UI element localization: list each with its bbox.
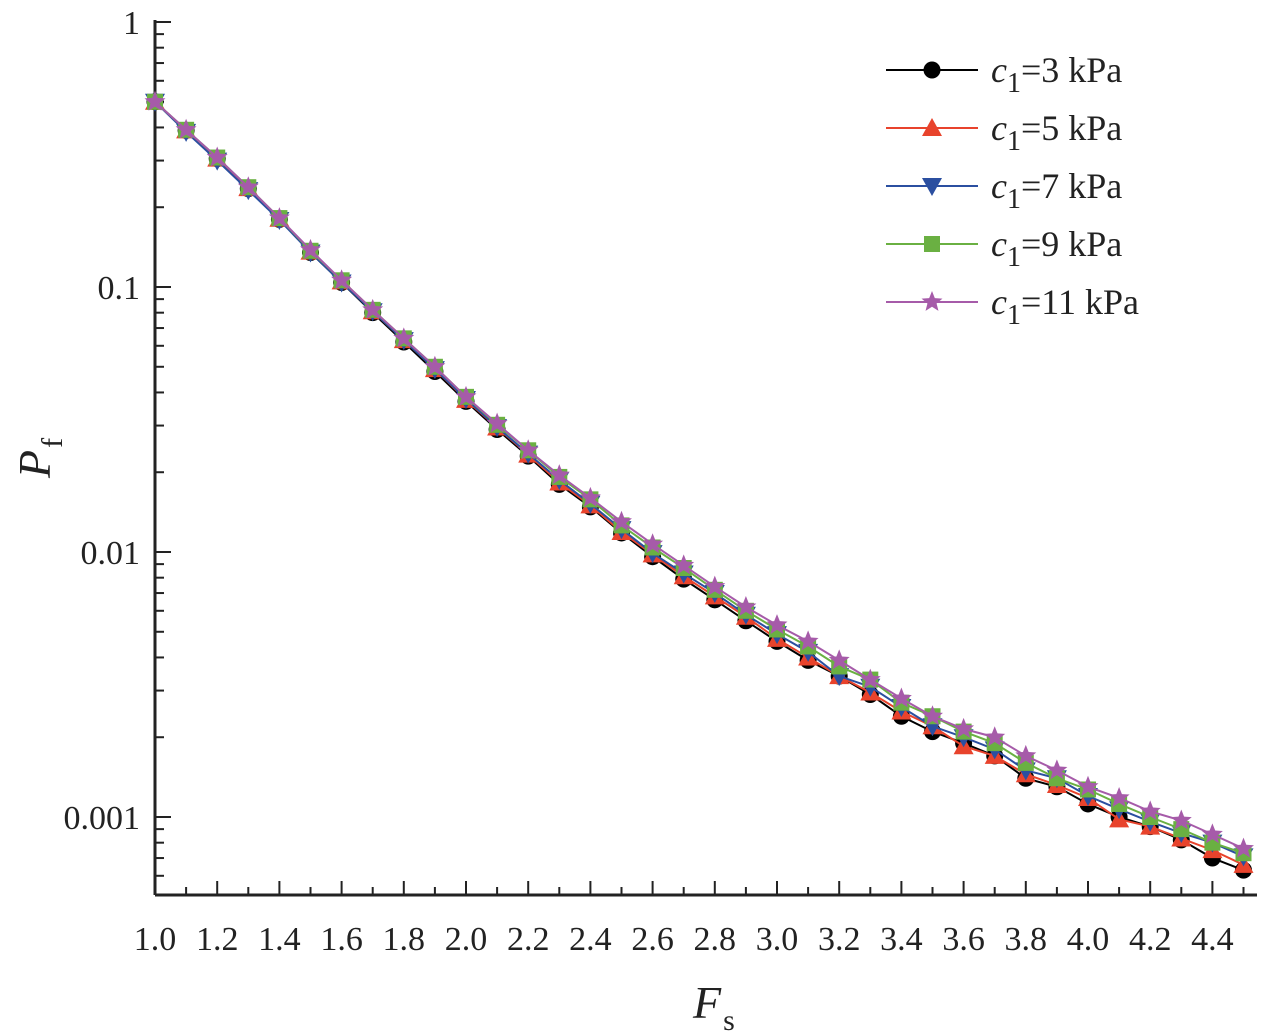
x-tick-label: 2.4 <box>569 921 612 958</box>
data-point <box>735 596 757 616</box>
data-point <box>828 649 850 670</box>
data-point <box>517 439 539 460</box>
y-tick-label: 0.01 <box>81 535 141 572</box>
legend-label: c1=7 kPa <box>991 166 1122 215</box>
data-point <box>984 726 1006 747</box>
series-line <box>154 101 1244 850</box>
data-point <box>642 533 664 554</box>
x-tick-label: 1.0 <box>134 921 177 958</box>
x-tick-label: 4.2 <box>1129 921 1172 958</box>
series-4 <box>147 93 1252 862</box>
series-line <box>154 101 1244 855</box>
legend-swatch-marker <box>921 291 943 311</box>
data-point <box>579 486 601 507</box>
x-tick-label: 1.4 <box>258 921 301 958</box>
series-line <box>154 101 1244 858</box>
data-point <box>797 630 819 651</box>
legend-label: c1=9 kPa <box>991 224 1122 273</box>
x-tick-label: 3.4 <box>880 921 923 958</box>
legend-item: c1=9 kPa <box>886 224 1122 273</box>
legend-item: c1=7 kPa <box>886 166 1122 215</box>
data-point <box>268 207 290 227</box>
y-tick-label: 1 <box>123 5 140 42</box>
data-point <box>953 717 975 738</box>
y-axis-title: Pf <box>9 438 69 479</box>
data-point <box>859 668 881 689</box>
x-tick-label: 3.0 <box>756 921 799 958</box>
data-point <box>1015 744 1037 765</box>
series-5 <box>144 90 1254 858</box>
legend-item: c1=3 kPa <box>886 50 1122 99</box>
data-point <box>766 614 788 634</box>
x-tick-label: 3.8 <box>1005 921 1048 958</box>
legend-swatch-marker <box>923 61 941 79</box>
data-point <box>1046 759 1068 780</box>
legend-swatch-marker <box>924 236 940 252</box>
x-tick-label: 1.6 <box>320 921 363 958</box>
data-point <box>890 687 912 708</box>
axes: 1.0 1.2 1.4 1.6 1.8 2.0 2.2 2.4 2.6 2.8 3.0 3.2 3.4 3… <box>64 5 1257 958</box>
data-point <box>922 705 943 726</box>
x-axis-title: Fs <box>692 977 735 1034</box>
data-point <box>1201 823 1223 844</box>
data-point <box>455 385 477 406</box>
legend: c1=3 kPa c1=5 kPa c1=7 kPa c1=9 kPa c1=11 kP… <box>886 50 1139 331</box>
legend-swatch-marker <box>922 178 942 196</box>
data-point <box>673 554 695 575</box>
data-point <box>1233 837 1254 858</box>
data-point <box>611 510 632 531</box>
data-point <box>331 269 353 290</box>
y-tick-label: 0.1 <box>98 270 141 307</box>
data-point <box>237 176 259 197</box>
x-tick-label: 2.6 <box>631 921 674 958</box>
plot-area <box>144 90 1254 879</box>
legend-label: c1=5 kPa <box>991 108 1122 157</box>
data-point <box>362 298 384 319</box>
data-point <box>1139 800 1161 821</box>
data-point <box>1108 786 1130 807</box>
legend-item: c1=5 kPa <box>886 108 1122 157</box>
legend-label: c1=11 kPa <box>991 282 1139 331</box>
x-tick-label: 3.2 <box>818 921 861 958</box>
data-point <box>1077 775 1099 796</box>
legend-item: c1=11 kPa <box>886 282 1139 331</box>
x-tick-label: 2.8 <box>694 921 737 958</box>
x-tick-label: 3.6 <box>942 921 985 958</box>
x-tick-label: 4.0 <box>1067 921 1110 958</box>
data-point <box>300 238 321 259</box>
data-point <box>175 118 197 139</box>
legend-label: c1=3 kPa <box>991 50 1122 99</box>
x-tick-label: 2.0 <box>445 921 488 958</box>
data-point <box>393 327 415 348</box>
legend-swatch-marker <box>922 118 942 136</box>
series-line <box>154 101 1244 872</box>
y-tick-label: 0.001 <box>64 800 141 837</box>
series-line <box>154 101 1244 866</box>
x-tick-label: 2.2 <box>507 921 550 958</box>
series-1 <box>146 93 1252 879</box>
x-tick-label: 4.4 <box>1191 921 1234 958</box>
data-point <box>486 412 508 433</box>
data-point <box>144 90 166 111</box>
x-tick-label: 1.8 <box>383 921 426 958</box>
series-2 <box>145 91 1254 873</box>
data-point <box>206 146 228 167</box>
data-point <box>704 575 726 596</box>
x-tick-label: 1.2 <box>196 921 239 958</box>
series-3 <box>145 93 1254 867</box>
data-point <box>1170 809 1192 830</box>
data-point <box>548 464 570 485</box>
data-point <box>424 355 446 376</box>
